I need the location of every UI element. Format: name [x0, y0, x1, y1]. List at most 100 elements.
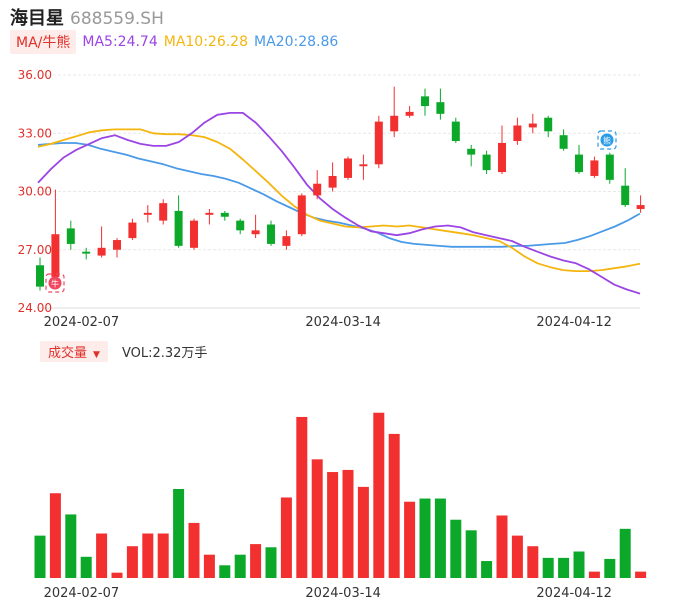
candle: [405, 106, 414, 118]
candle: [390, 86, 399, 138]
ma10-legend: MA10:26.28: [163, 34, 249, 50]
volume-legend: 成交量 ▼ VOL:2.32万手: [40, 340, 208, 362]
candle: [36, 257, 44, 291]
volume-bar: [619, 528, 631, 578]
y-tick-label: 30.00: [18, 185, 52, 199]
volume-bar: [588, 571, 600, 578]
candle: [544, 115, 553, 138]
candle-body: [544, 117, 553, 132]
date-label: 2024-04-12: [536, 315, 612, 330]
candle: [328, 162, 337, 192]
candle-body: [205, 212, 214, 215]
candle: [113, 238, 121, 258]
candle: [267, 220, 275, 246]
candle-body: [174, 210, 183, 246]
volume-bars: [34, 412, 647, 578]
volume-bar: [327, 472, 339, 578]
candle-body: [128, 222, 137, 239]
candle-body: [513, 125, 522, 142]
candle: [97, 226, 106, 258]
volume-bar: [111, 572, 123, 578]
volume-bar: [635, 571, 647, 578]
candle-body: [113, 240, 121, 250]
volume-bar: [558, 557, 570, 578]
price-grid: [38, 74, 640, 309]
volume-bar: [65, 514, 77, 578]
candle-body: [267, 224, 275, 244]
candle: [528, 113, 537, 134]
volume-bar: [604, 558, 616, 578]
candle: [51, 189, 60, 281]
candlesticks: [36, 86, 645, 291]
ma20-line: [37, 142, 641, 248]
volume-bar: [342, 469, 354, 578]
bull-marker-icon-glyph: 牛: [51, 279, 59, 289]
candle-body: [97, 247, 106, 256]
ma5-legend: MA5:24.74: [82, 34, 158, 50]
candle: [575, 144, 583, 175]
candle-body: [590, 160, 599, 176]
ma-toggle-button[interactable]: MA/牛熊: [10, 30, 77, 54]
candle: [313, 170, 322, 200]
bear-marker-icon-glyph: 熊: [603, 136, 611, 146]
candle: [436, 88, 445, 120]
candle-body: [405, 111, 414, 116]
volume-toggle-label: 成交量: [48, 345, 88, 361]
volume-bar: [34, 535, 46, 578]
date-label: 2024-03-14: [305, 586, 381, 601]
candle-body: [528, 123, 537, 128]
candle-body: [575, 154, 583, 173]
candle-body: [359, 164, 368, 167]
ma20-legend: MA20:28.86: [254, 34, 339, 50]
candle-body: [621, 185, 630, 206]
candle-body: [159, 203, 168, 221]
candle-body: [66, 228, 75, 244]
candle-body: [605, 154, 614, 180]
candle: [513, 117, 522, 145]
candle: [128, 218, 137, 241]
stock-code: 688559.SH: [70, 9, 164, 29]
ma-lines: [37, 112, 641, 295]
candle: [205, 208, 214, 225]
candle: [467, 144, 476, 167]
candle: [190, 218, 198, 250]
volume-bar: [250, 544, 262, 578]
volume-bar: [465, 530, 477, 578]
candle: [344, 156, 352, 180]
volume-bar: [173, 489, 185, 578]
volume-bar: [481, 561, 493, 578]
volume-bar: [511, 535, 523, 578]
volume-bar: [419, 498, 431, 578]
volume-value: VOL:2.32万手: [121, 345, 208, 361]
candle: [251, 214, 260, 239]
candle: [421, 88, 429, 116]
volume-bar: [126, 546, 138, 578]
volume-bar: [219, 565, 231, 578]
candle: [451, 117, 460, 143]
y-tick-label: 24.00: [18, 301, 52, 315]
volume-bar: [265, 547, 277, 578]
bull-marker-icon: 牛: [45, 273, 65, 293]
candle-body: [282, 236, 291, 246]
bear-marker-icon-dot: [600, 133, 614, 147]
volume-bar: [280, 497, 292, 578]
candle-body: [251, 230, 260, 235]
candle: [374, 115, 383, 169]
volume-bar: [573, 551, 585, 578]
caret-down-icon: ▼: [93, 349, 100, 360]
volume-toggle-button[interactable]: 成交量 ▼: [40, 340, 108, 362]
volume-bar: [234, 554, 246, 578]
volume-bar: [311, 459, 323, 578]
volume-bar: [450, 519, 462, 578]
candle: [220, 210, 229, 221]
ma5-line: [37, 112, 641, 295]
volume-bar: [49, 493, 61, 578]
ma10-line: [37, 128, 641, 273]
candle-body: [467, 148, 476, 155]
candle: [498, 125, 506, 175]
candle: [621, 168, 630, 208]
candle-body: [82, 251, 91, 254]
date-label: 2024-02-07: [44, 315, 120, 330]
candle: [159, 199, 168, 225]
